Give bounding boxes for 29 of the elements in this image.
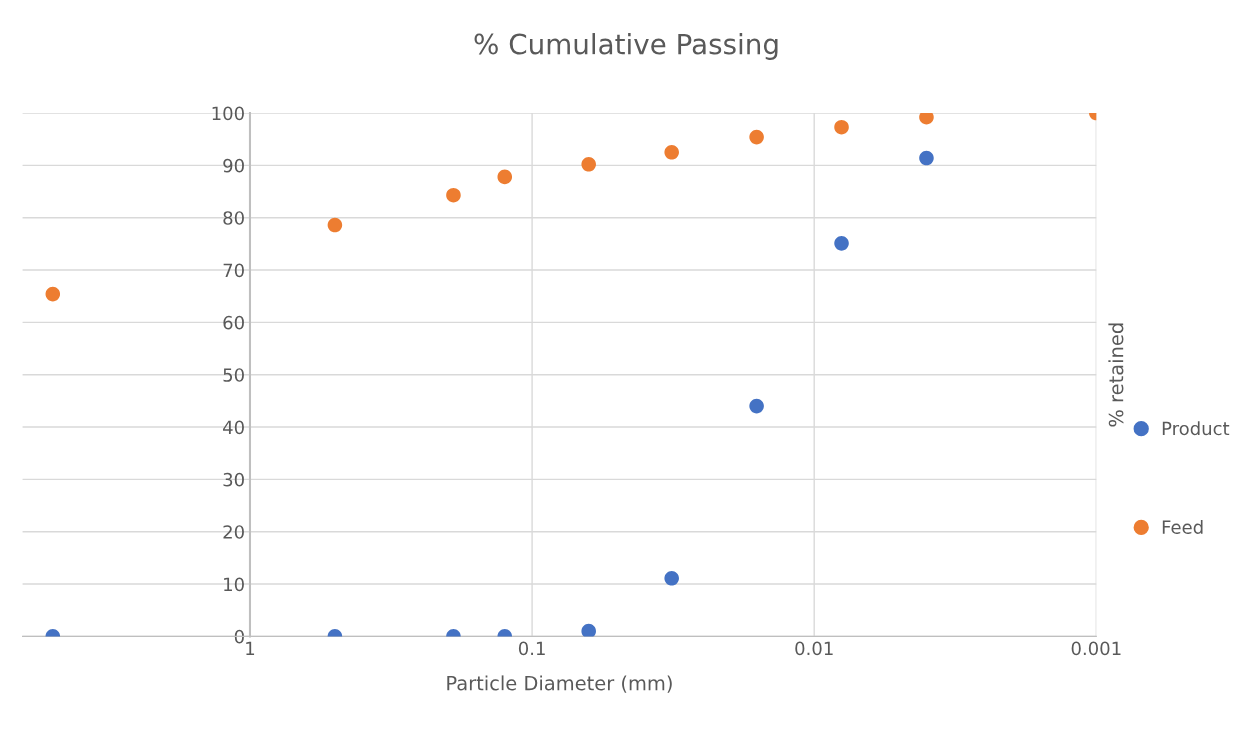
y-tick-label: 50 xyxy=(223,368,244,382)
x-tick-label: 1 xyxy=(246,641,255,655)
y-tick-label: 90 xyxy=(223,158,244,173)
y-tick-label: 20 xyxy=(223,525,244,539)
y-tick-label: 30 xyxy=(223,472,244,487)
chart-title: % Cumulative Passing xyxy=(474,33,778,60)
legend-label: Feed xyxy=(1162,520,1203,534)
legend-label: Product xyxy=(1162,421,1230,436)
point xyxy=(749,398,764,414)
y-tick-label: 100 xyxy=(212,106,244,121)
x-tick-label: 0.001 xyxy=(1071,641,1121,656)
y-tick-label: 10 xyxy=(224,577,244,592)
point xyxy=(581,623,596,637)
point xyxy=(834,119,849,135)
y-tick-label: 70 xyxy=(223,263,244,278)
point xyxy=(664,145,679,160)
y-tick-label: 80 xyxy=(223,211,244,225)
point xyxy=(581,157,596,172)
y-tick-label: 60 xyxy=(223,315,244,330)
x-tick-label: 0.01 xyxy=(795,641,833,656)
point xyxy=(919,150,934,166)
y-tick-label: 40 xyxy=(223,420,244,435)
x-axis-title: Particle Diameter (mm) xyxy=(447,675,672,693)
point xyxy=(497,169,513,185)
x-tick-label: 0.1 xyxy=(518,641,545,656)
point xyxy=(749,129,764,145)
y2-axis-title: % retained xyxy=(1108,323,1124,427)
point xyxy=(834,236,849,251)
point xyxy=(327,217,343,233)
